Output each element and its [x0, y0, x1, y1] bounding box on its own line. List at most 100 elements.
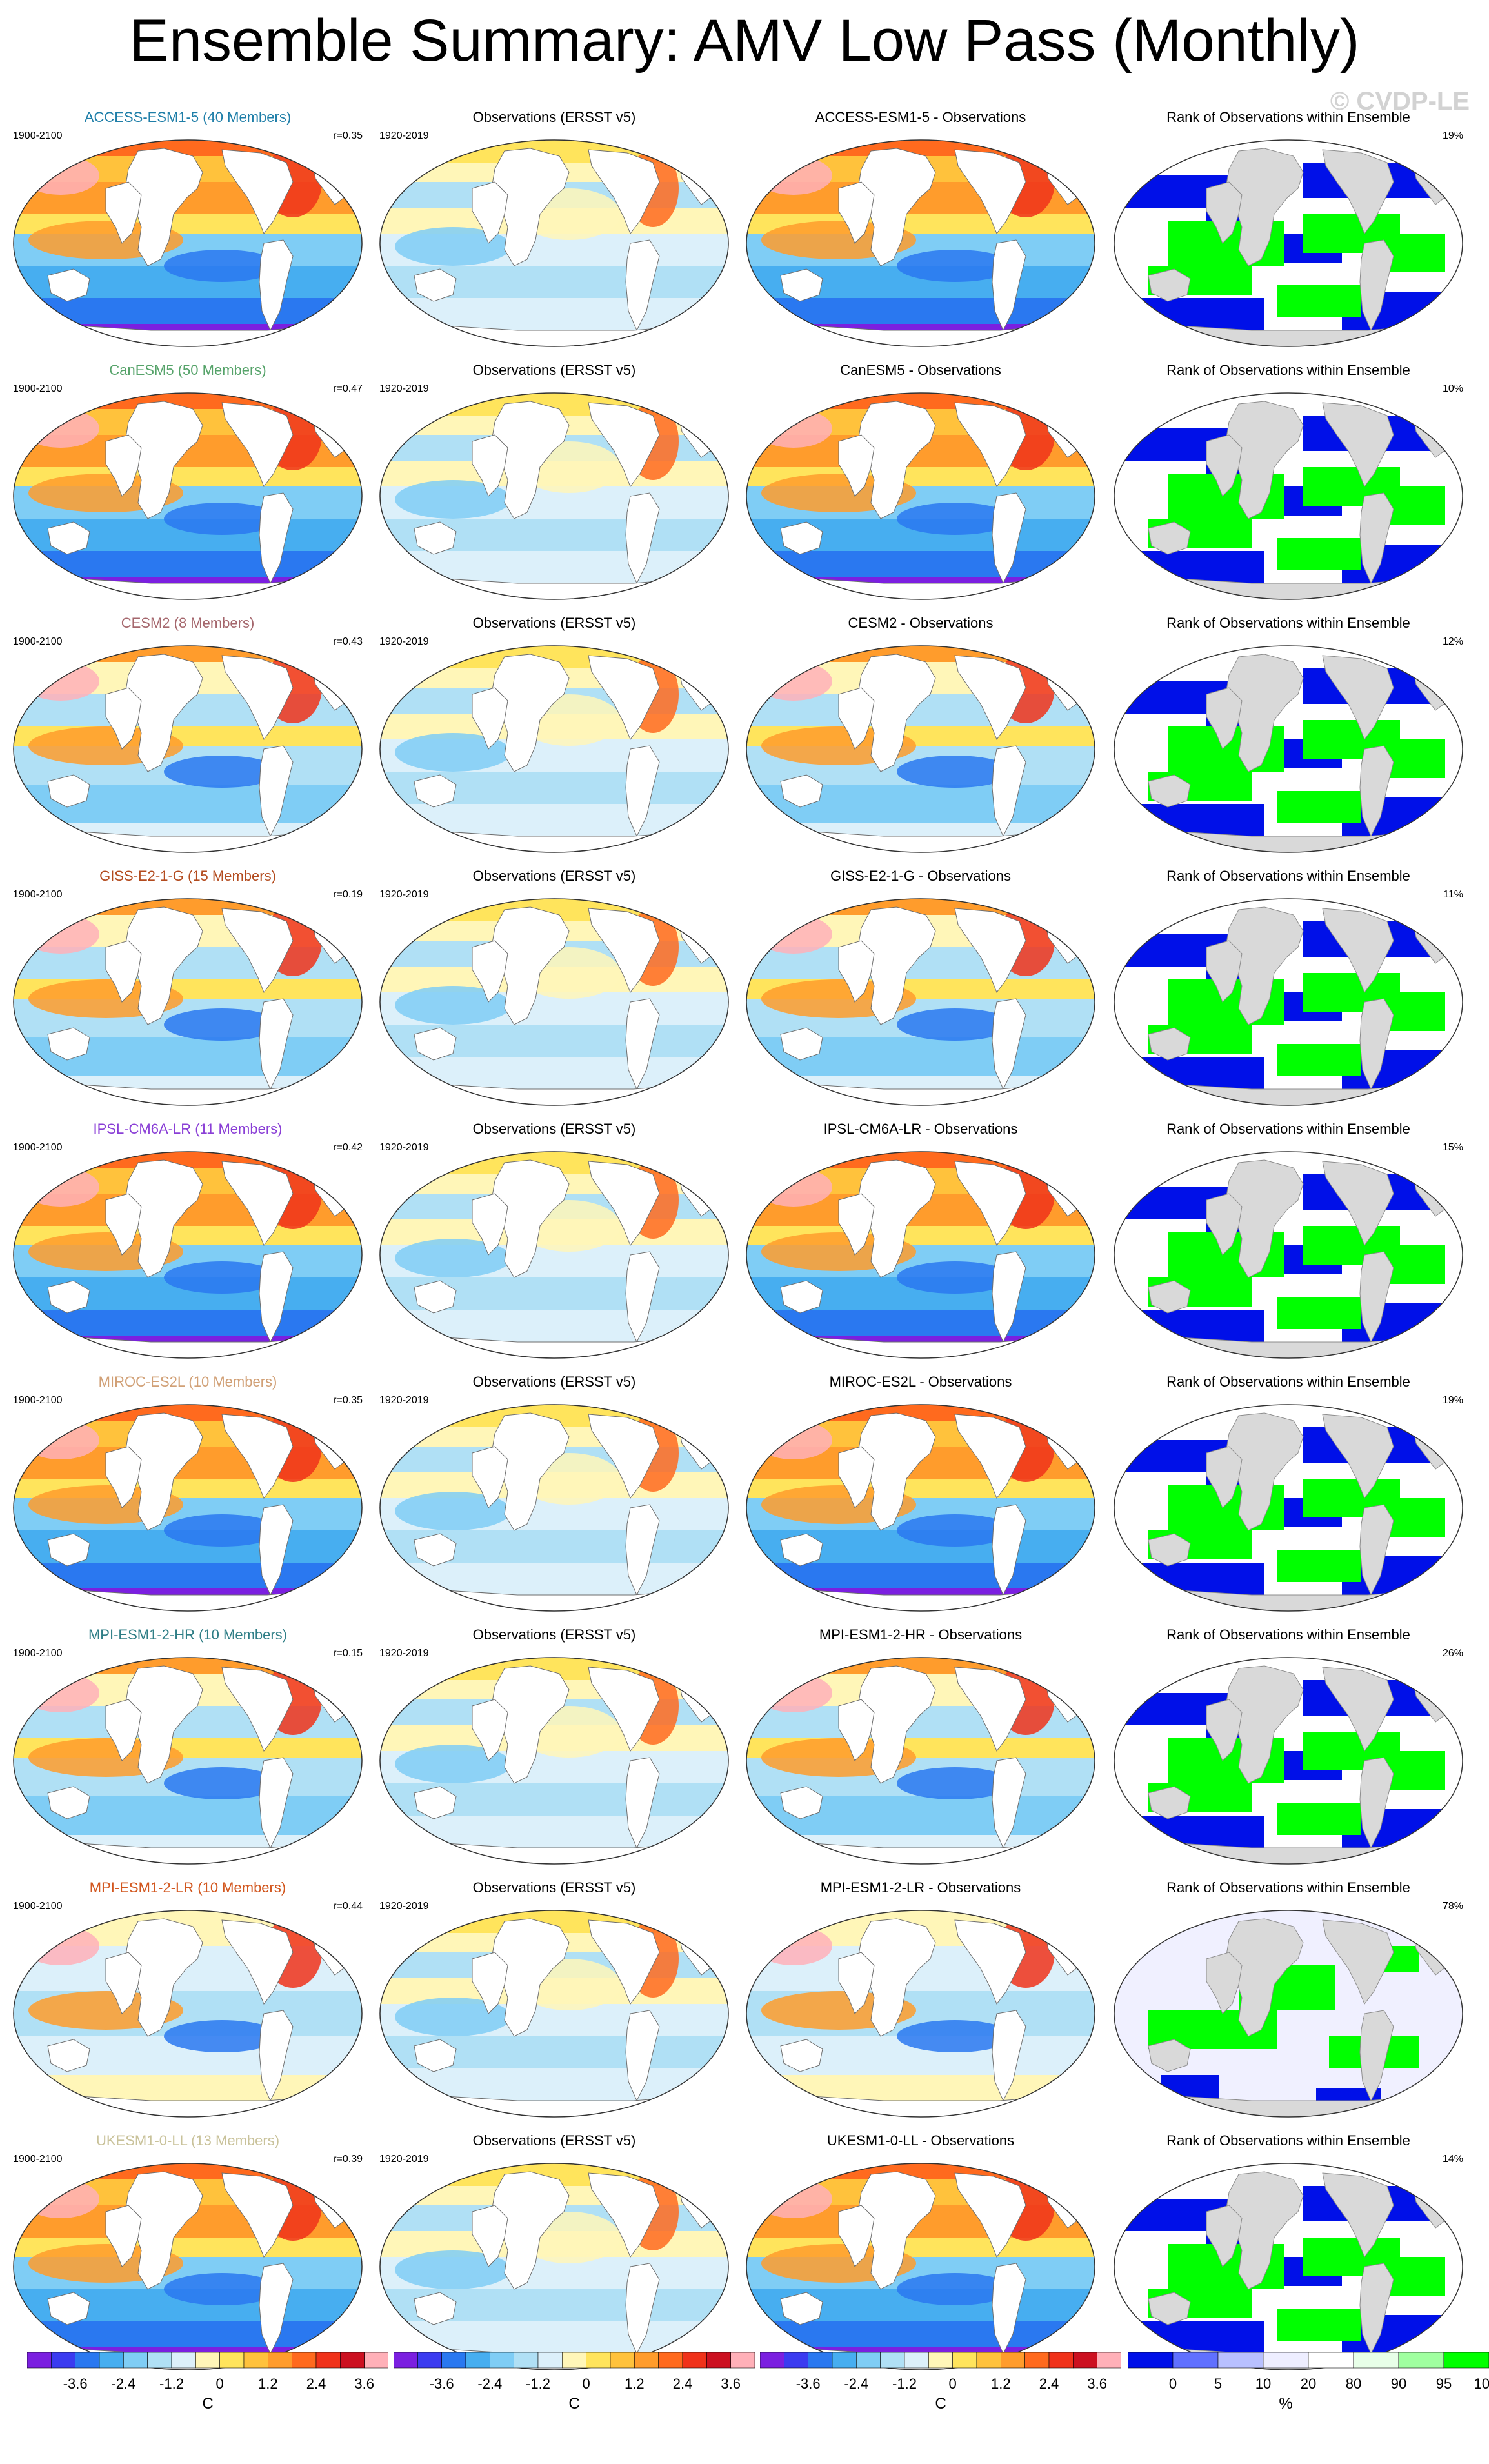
colorbar-swatch	[147, 2352, 172, 2369]
colorbar-swatch	[340, 2352, 365, 2369]
panel-years: 1920-2019	[379, 1395, 429, 1406]
pattern-correlation: r=0.15	[333, 1648, 363, 1659]
observations-panel: Observations (ERSST v5) 1920-2019	[370, 614, 738, 867]
panel-title: MPI-ESM1-2-LR (10 Members)	[89, 1879, 286, 1896]
colorbar-swatch	[904, 2352, 929, 2369]
colorbar-swatch	[730, 2352, 755, 2369]
colorbar-swatch	[1024, 2352, 1050, 2369]
colorbar-difference: -3.6 -2.4 -1.2 0 1.2 2.4 3.6 C	[760, 2347, 1121, 2444]
colorbar-observations: -3.6 -2.4 -1.2 0 1.2 2.4 3.6 C	[394, 2347, 755, 2444]
rank-map	[1114, 392, 1463, 600]
rank-percent: 14%	[1442, 2154, 1463, 2165]
colorbar-swatch	[394, 2352, 418, 2369]
colorbar-tick-label: 1.2	[625, 2376, 645, 2392]
panel-title: GISS-E2-1-G - Observations	[830, 868, 1011, 884]
colorbar-tick-label: -2.4	[844, 2376, 869, 2392]
model-ensemble-panel: GISS-E2-1-G (15 Members) 1900-2100 r=0.19	[4, 867, 372, 1120]
panel-years: 1900-2100	[13, 1395, 63, 1406]
rank-percent: 19%	[1442, 130, 1463, 141]
model-row: MPI-ESM1-2-HR (10 Members) 1900-2100 r=0.1…	[0, 1626, 1489, 1879]
observations-panel: Observations (ERSST v5) 1920-2019	[370, 361, 738, 614]
colorbar-swatch	[75, 2352, 100, 2369]
colorbar-swatch	[219, 2352, 245, 2369]
colorbar-tick-label: 0	[1168, 2376, 1177, 2392]
difference-panel: ACCESS-ESM1-5 - Observations	[737, 108, 1104, 361]
rank-map	[1114, 898, 1463, 1106]
colorbar-swatch	[706, 2352, 731, 2369]
rank-map	[1114, 645, 1463, 853]
colorbar-tick-label: 0	[215, 2376, 224, 2392]
panel-title: Observations (ERSST v5)	[472, 1121, 636, 1137]
rank-percent: 11%	[1443, 889, 1463, 900]
model-ensemble-panel: ACCESS-ESM1-5 (40 Members) 1900-2100 r=0.3…	[4, 108, 372, 361]
panel-title: UKESM1-0-LL (13 Members)	[95, 2132, 280, 2148]
colorbar-swatch	[514, 2352, 539, 2369]
rank-map	[1114, 1657, 1463, 1865]
colorbar-swatch	[808, 2352, 833, 2369]
model-row: MIROC-ES2L (10 Members) 1900-2100 r=0.35 Ob…	[0, 1373, 1489, 1626]
sst-map	[379, 2163, 729, 2370]
sst-map	[379, 1910, 729, 2118]
sst-map	[379, 139, 729, 347]
colorbar-tick-label: 2.4	[672, 2376, 693, 2392]
sst-map	[746, 1657, 1095, 1865]
colorbar-swatch	[634, 2352, 659, 2369]
model-ensemble-panel: CanESM5 (50 Members) 1900-2100 r=0.47	[4, 361, 372, 614]
colorbar-swatch	[99, 2352, 124, 2369]
sst-map	[13, 392, 363, 600]
rank-percent: 10%	[1442, 383, 1463, 394]
panel-years: 1920-2019	[379, 2154, 429, 2165]
panel-years: 1920-2019	[379, 383, 429, 394]
panel-title: MPI-ESM1-2-HR (10 Members)	[88, 1627, 288, 1643]
panel-title: IPSL-CM6A-LR (11 Members)	[93, 1121, 283, 1137]
observations-panel: Observations (ERSST v5) 1920-2019	[370, 867, 738, 1120]
pattern-correlation: r=0.42	[333, 1142, 363, 1153]
model-row: ACCESS-ESM1-5 (40 Members) 1900-2100 r=0.3…	[0, 108, 1489, 361]
rank-map	[1114, 1404, 1463, 1612]
colorbar-tick-label: -1.2	[892, 2376, 917, 2392]
colorbar-tick-label: -3.6	[795, 2376, 821, 2392]
rank-map	[1114, 139, 1463, 347]
sst-map	[13, 2163, 363, 2370]
colorbar-tick-label: -1.2	[159, 2376, 184, 2392]
panel-title: Observations (ERSST v5)	[472, 1627, 636, 1643]
colorbar-swatch	[562, 2352, 586, 2369]
panel-title: Rank of Observations within Ensemble	[1166, 362, 1410, 378]
sst-map	[379, 645, 729, 853]
colorbar-tick-label: 1.2	[258, 2376, 278, 2392]
colorbar-swatch	[537, 2352, 563, 2369]
colorbar-tick-label: 20	[1300, 2376, 1317, 2392]
sst-map	[746, 1910, 1095, 2118]
panel-title: Rank of Observations within Ensemble	[1166, 2132, 1410, 2148]
colorbar-swatch	[856, 2352, 881, 2369]
pattern-correlation: r=0.35	[333, 1395, 363, 1406]
colorbar-swatch	[171, 2352, 196, 2369]
colorbar-tick-label: -2.4	[111, 2376, 136, 2392]
panel-title: MPI-ESM1-2-HR - Observations	[819, 1627, 1023, 1643]
sst-map	[379, 1151, 729, 1359]
rank-map	[1114, 1151, 1463, 1359]
panel-title: MIROC-ES2L - Observations	[829, 1374, 1012, 1390]
panel-years: 1900-2100	[13, 1901, 63, 1912]
rank-map	[1114, 2163, 1463, 2370]
colorbar-swatch	[1097, 2352, 1121, 2369]
sst-map	[13, 1910, 363, 2118]
panel-years: 1900-2100	[13, 1648, 63, 1659]
model-ensemble-panel: MIROC-ES2L (10 Members) 1900-2100 r=0.35	[4, 1373, 372, 1626]
sst-map	[746, 898, 1095, 1106]
colorbar-swatch	[1001, 2352, 1025, 2369]
model-row: UKESM1-0-LL (13 Members) 1900-2100 r=0.39 O…	[0, 2132, 1489, 2385]
colorbar-tick-label: -1.2	[526, 2376, 550, 2392]
panel-title: ACCESS-ESM1-5 (40 Members)	[84, 109, 292, 125]
panel-title: Rank of Observations within Ensemble	[1166, 615, 1410, 631]
pattern-correlation: r=0.44	[333, 1901, 363, 1912]
panel-years: 1920-2019	[379, 636, 429, 647]
colorbar-tick-label: 2.4	[306, 2376, 326, 2392]
sst-map	[13, 898, 363, 1106]
colorbar-tick-label: 95	[1435, 2376, 1452, 2392]
rank-percent: 26%	[1442, 1648, 1463, 1659]
colorbar-swatch	[243, 2352, 268, 2369]
colorbar-swatch	[880, 2352, 905, 2369]
colorbar-tick-label: 1.2	[991, 2376, 1011, 2392]
difference-panel: GISS-E2-1-G - Observations	[737, 867, 1104, 1120]
